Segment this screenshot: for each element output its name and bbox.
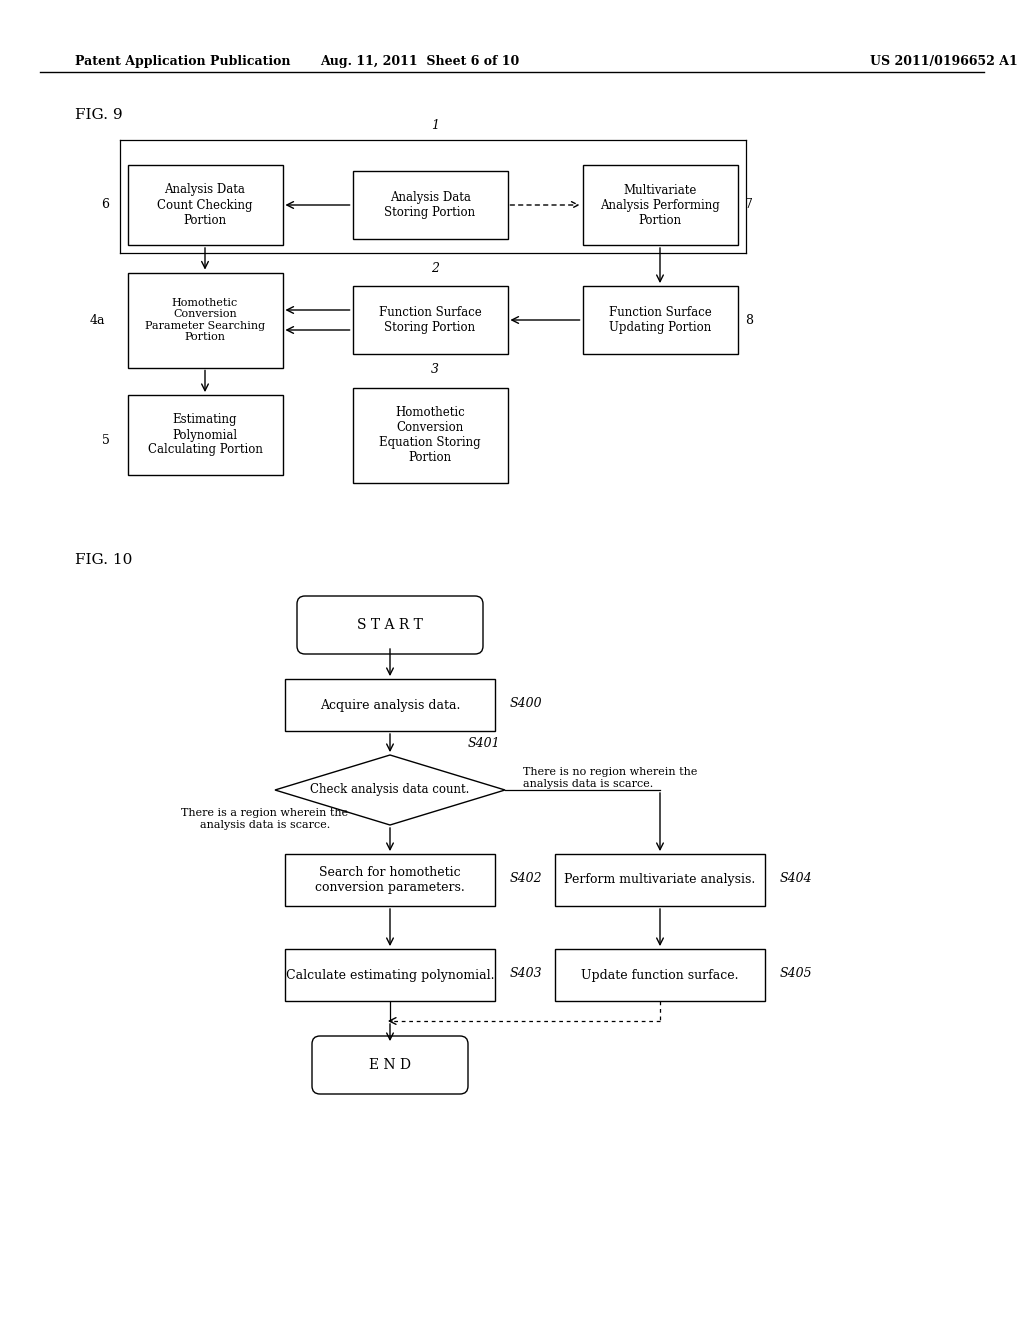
Text: Calculate estimating polynomial.: Calculate estimating polynomial.: [286, 969, 495, 982]
Text: 2: 2: [431, 261, 439, 275]
Text: S405: S405: [780, 968, 813, 979]
Text: Function Surface
Storing Portion: Function Surface Storing Portion: [379, 306, 481, 334]
Text: Homothetic
Conversion
Parameter Searching
Portion: Homothetic Conversion Parameter Searchin…: [145, 297, 265, 342]
Text: S401: S401: [467, 737, 500, 750]
Text: Update function surface.: Update function surface.: [582, 969, 738, 982]
Text: Perform multivariate analysis.: Perform multivariate analysis.: [564, 874, 756, 887]
Text: Aug. 11, 2011  Sheet 6 of 10: Aug. 11, 2011 Sheet 6 of 10: [321, 55, 519, 69]
Text: US 2011/0196652 A1: US 2011/0196652 A1: [870, 55, 1018, 69]
FancyBboxPatch shape: [312, 1036, 468, 1094]
FancyBboxPatch shape: [297, 597, 483, 653]
Text: There is no region wherein the
analysis data is scarce.: There is no region wherein the analysis …: [523, 767, 697, 789]
Text: Search for homothetic
conversion parameters.: Search for homothetic conversion paramet…: [315, 866, 465, 894]
Text: FIG. 10: FIG. 10: [75, 553, 132, 568]
Text: S402: S402: [510, 873, 543, 884]
Bar: [352, 388, 508, 483]
Text: S404: S404: [780, 873, 813, 884]
Text: Check analysis data count.: Check analysis data count.: [310, 784, 470, 796]
Text: FIG. 9: FIG. 9: [75, 108, 123, 121]
Bar: [128, 395, 283, 475]
Bar: [128, 272, 283, 367]
Text: Homothetic
Conversion
Equation Storing
Portion: Homothetic Conversion Equation Storing P…: [379, 407, 481, 465]
Bar: [352, 172, 508, 239]
Text: Analysis Data
Storing Portion: Analysis Data Storing Portion: [384, 191, 475, 219]
Text: E N D: E N D: [369, 1059, 411, 1072]
Text: 5: 5: [101, 433, 110, 446]
Text: 3: 3: [431, 363, 439, 376]
Text: S400: S400: [510, 697, 543, 710]
Bar: [555, 854, 765, 906]
Bar: [285, 678, 495, 731]
Text: 6: 6: [101, 198, 110, 211]
Bar: [128, 165, 283, 246]
Bar: [352, 286, 508, 354]
Text: 7: 7: [745, 198, 754, 211]
Text: S T A R T: S T A R T: [357, 618, 423, 632]
Text: Multivariate
Analysis Performing
Portion: Multivariate Analysis Performing Portion: [600, 183, 720, 227]
Text: Function Surface
Updating Portion: Function Surface Updating Portion: [608, 306, 712, 334]
Text: 8: 8: [745, 314, 754, 326]
Text: S403: S403: [510, 968, 543, 979]
Text: There is a region wherein the
analysis data is scarce.: There is a region wherein the analysis d…: [181, 808, 348, 829]
Bar: [583, 286, 737, 354]
Bar: [583, 165, 737, 246]
Bar: [285, 949, 495, 1001]
Text: Patent Application Publication: Patent Application Publication: [75, 55, 291, 69]
Bar: [555, 949, 765, 1001]
Text: 1: 1: [431, 119, 439, 132]
Bar: [285, 854, 495, 906]
Text: Analysis Data
Count Checking
Portion: Analysis Data Count Checking Portion: [158, 183, 253, 227]
Text: Acquire analysis data.: Acquire analysis data.: [319, 698, 460, 711]
Text: 4a: 4a: [90, 314, 105, 326]
Text: Estimating
Polynomial
Calculating Portion: Estimating Polynomial Calculating Portio…: [147, 413, 262, 457]
Polygon shape: [275, 755, 505, 825]
